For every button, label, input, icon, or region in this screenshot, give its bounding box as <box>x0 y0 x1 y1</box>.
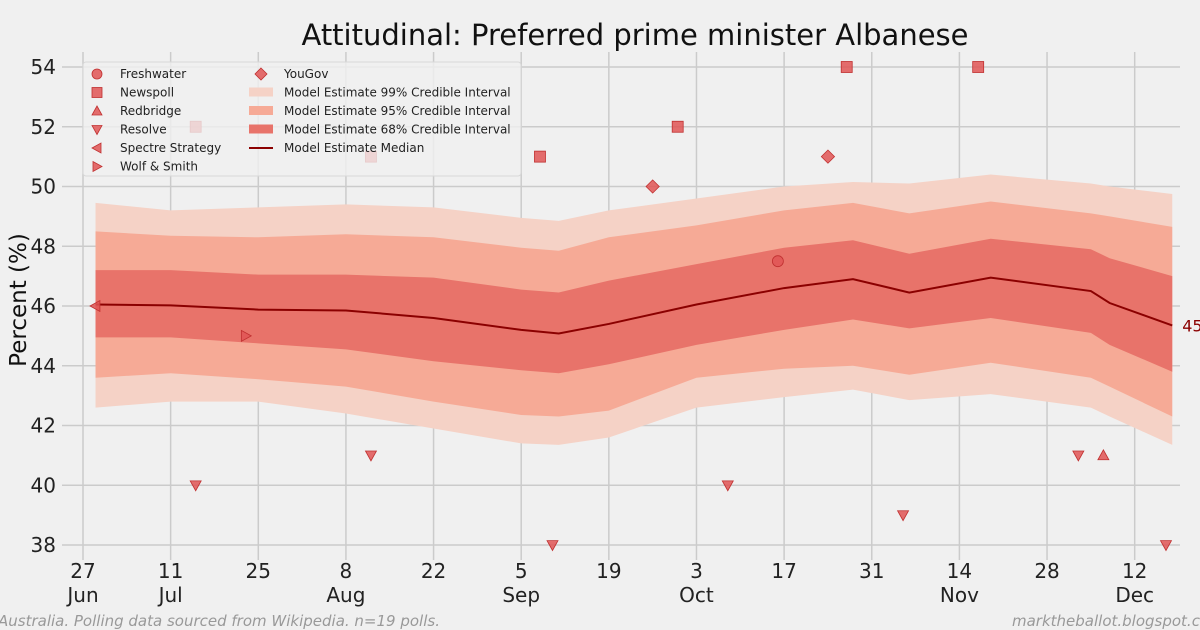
x-tick-month-label: Jun <box>65 583 98 607</box>
poll-point-resolve <box>1159 540 1173 552</box>
legend-label: Resolve <box>120 123 167 137</box>
y-tick-label: 46 <box>31 294 56 318</box>
poll-point-newspoll <box>840 61 853 73</box>
x-tick-label: 3 <box>690 559 703 583</box>
poll-point-yougov <box>820 149 836 164</box>
legend-marker <box>91 87 103 98</box>
y-tick-label: 44 <box>31 354 56 378</box>
legend-marker <box>92 160 103 173</box>
legend-label: Model Estimate 99% Credible Interval <box>284 86 511 100</box>
x-tick-label: 25 <box>246 559 271 583</box>
y-axis-label: Percent (%) <box>6 233 32 367</box>
x-tick-label: 27 <box>70 559 95 583</box>
ci68-band <box>95 238 1173 374</box>
median-line <box>95 276 1173 335</box>
poll-point-yougov <box>645 179 660 194</box>
legend-label: Freshwater <box>120 67 186 81</box>
x-tick-label: 22 <box>421 559 446 583</box>
y-tick-label: 40 <box>31 473 56 497</box>
legend-box <box>82 61 522 177</box>
x-tick-month-label: Aug <box>326 583 365 607</box>
poll-point-spectre-strategy <box>89 299 101 313</box>
x-tick-month-label: Sep <box>502 583 540 607</box>
y-tick-label: 48 <box>31 234 56 258</box>
y-tick-label: 42 <box>31 414 56 438</box>
legend-marker <box>91 105 103 116</box>
x-tick-label: 14 <box>947 559 972 583</box>
poll-point-resolve <box>721 480 734 492</box>
y-tick-label: 50 <box>31 175 56 199</box>
y-tick-label: 38 <box>31 533 56 557</box>
median-end-label: 45 <box>1182 316 1200 335</box>
poll-point-newspoll <box>534 150 546 163</box>
poll-point-wolf-smith <box>240 329 253 343</box>
legend-label: Model Estimate Median <box>284 141 424 155</box>
x-tick-label: 19 <box>596 559 621 583</box>
footer-site: marktheballot.blogspot.com <box>1012 612 1200 630</box>
x-tick-label: 12 <box>1122 559 1147 583</box>
legend: Freshwater Newspoll Redbridge Resolve Spectr… <box>82 61 522 177</box>
x-tick-label: 5 <box>515 559 528 583</box>
legend-label: Model Estimate 95% Credible Interval <box>284 104 511 118</box>
poll-point-resolve <box>896 510 910 522</box>
legend-swatch <box>249 87 273 97</box>
x-tick-month-label: Nov <box>940 583 979 607</box>
legend-marker <box>91 125 103 136</box>
poll-point-resolve <box>364 450 378 462</box>
footer-source: Australia. Polling data sourced from Wik… <box>0 612 440 630</box>
legend-marker <box>91 68 103 80</box>
poll-point-resolve <box>189 480 202 492</box>
legend-marker <box>254 67 268 81</box>
x-tick-month-label: Dec <box>1115 583 1154 607</box>
legend-swatch <box>249 106 273 115</box>
legend-label: Spectre Strategy <box>120 141 221 155</box>
x-tick-label: 8 <box>340 559 353 583</box>
chart-title: Attitudinal: Preferred prime minister Al… <box>301 18 968 52</box>
x-tick-label: 28 <box>1034 559 1059 583</box>
poll-point-freshwater <box>771 255 784 268</box>
poll-point-resolve <box>546 540 559 552</box>
x-tick-label: 17 <box>771 559 796 583</box>
legend-label: Model Estimate 68% Credible Interval <box>284 123 511 137</box>
legend-label: Newspoll <box>120 86 174 100</box>
x-tick-month-label: Jul <box>157 583 183 607</box>
poll-point-redbridge <box>1097 449 1110 461</box>
x-tick-month-label: Oct <box>679 583 714 607</box>
x-tick-label: 31 <box>859 559 884 583</box>
poll-point-newspoll <box>972 61 985 73</box>
legend-label: Wolf & Smith <box>120 160 198 174</box>
y-tick-label: 54 <box>31 55 56 79</box>
x-tick-label: 11 <box>158 559 183 583</box>
legend-label: Redbridge <box>120 104 181 118</box>
poll-point-newspoll <box>671 120 684 133</box>
y-tick-label: 52 <box>31 115 56 139</box>
legend-swatch <box>249 124 273 134</box>
legend-marker <box>91 142 102 154</box>
legend-label: YouGov <box>283 67 328 81</box>
poll-point-resolve <box>1072 450 1085 462</box>
